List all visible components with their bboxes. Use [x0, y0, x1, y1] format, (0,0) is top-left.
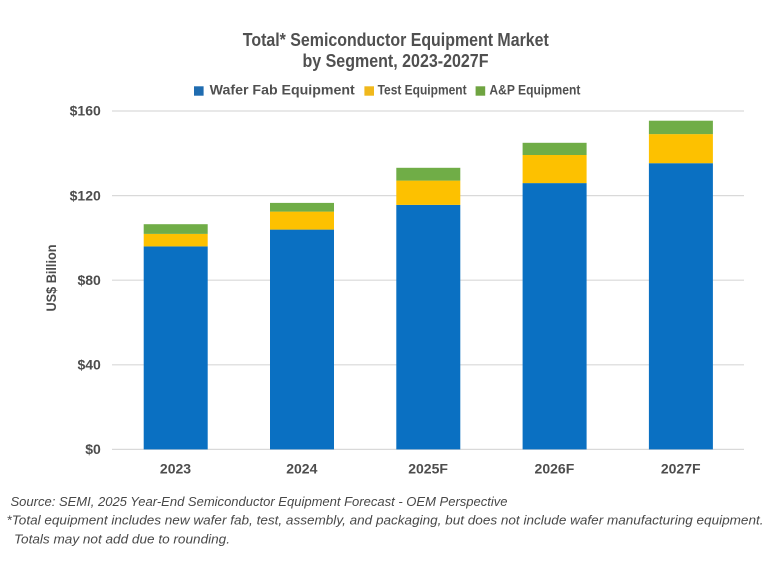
- svg-text:2023: 2023: [160, 461, 191, 477]
- svg-text:$80: $80: [77, 272, 101, 288]
- svg-text:Test Equipment: Test Equipment: [378, 82, 467, 97]
- svg-text:Total* Semiconductor Equipment: Total* Semiconductor Equipment Market: [243, 29, 549, 50]
- svg-text:$0: $0: [85, 441, 101, 457]
- svg-text:Wafer Fab Equipment: Wafer Fab Equipment: [210, 82, 356, 97]
- svg-text:$120: $120: [70, 187, 101, 203]
- svg-text:Totals may not add due to roun: Totals may not add due to rounding.: [14, 531, 230, 546]
- svg-text:Source: SEMI, 2025 Year-End Se: Source: SEMI, 2025 Year-End Semiconducto…: [11, 494, 508, 509]
- svg-text:US$ Billion: US$ Billion: [44, 245, 59, 312]
- svg-text:2024: 2024: [286, 461, 317, 477]
- svg-text:2027F: 2027F: [661, 461, 701, 477]
- svg-text:2026F: 2026F: [535, 461, 575, 477]
- svg-text:by Segment, 2023-2027F: by Segment, 2023-2027F: [303, 50, 489, 71]
- svg-text:$160: $160: [70, 103, 101, 119]
- svg-text:*Total equipment includes new: *Total equipment includes new wafer fab,…: [7, 512, 764, 527]
- svg-text:$40: $40: [77, 357, 101, 373]
- svg-text:2025F: 2025F: [408, 461, 448, 477]
- svg-text:A&P Equipment: A&P Equipment: [489, 82, 580, 97]
